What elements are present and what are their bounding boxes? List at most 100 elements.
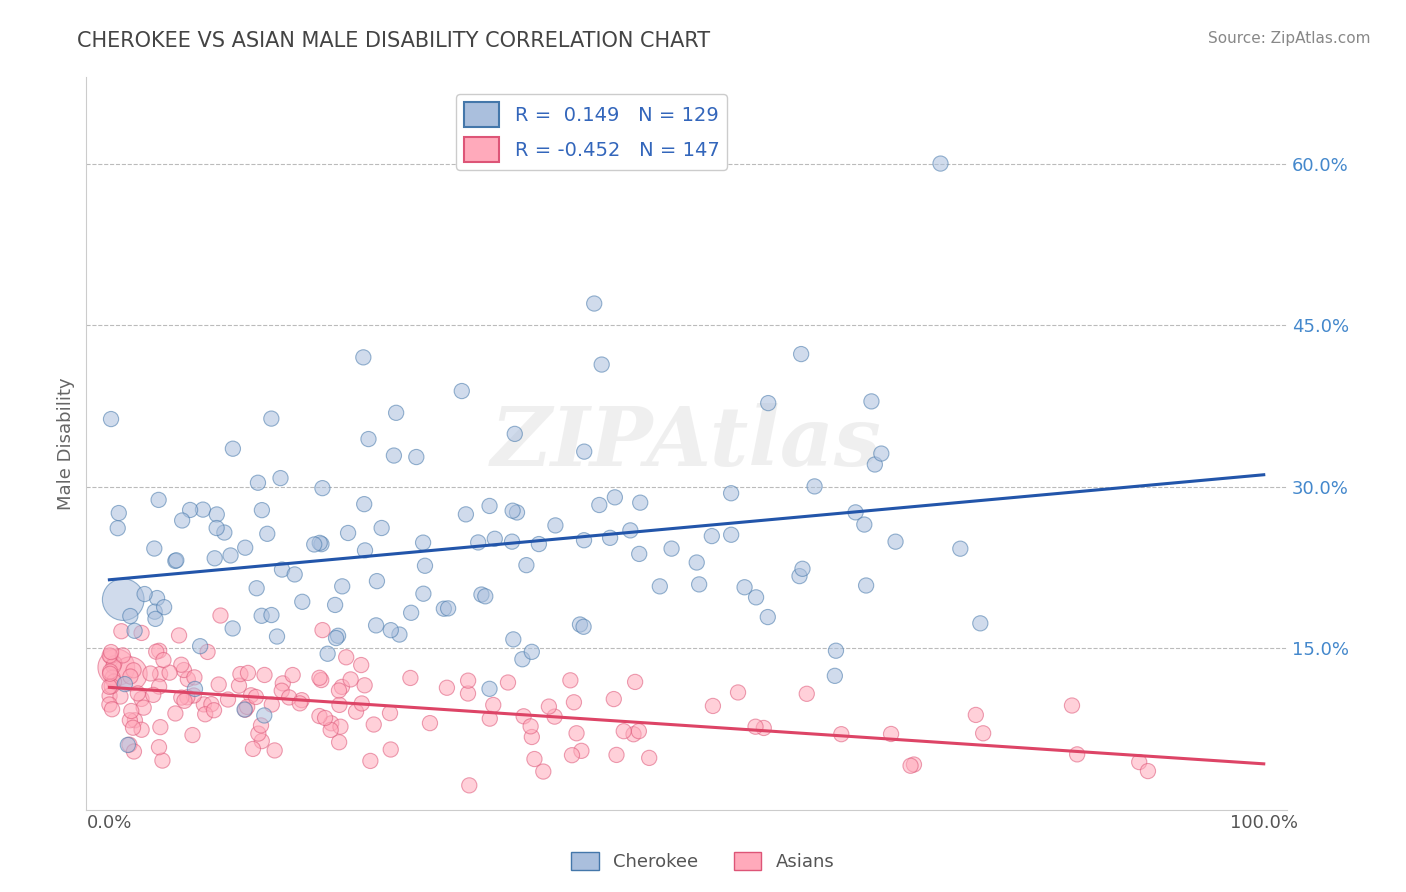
Point bbox=[720, 528, 742, 542]
Point bbox=[561, 748, 583, 763]
Point bbox=[790, 347, 813, 361]
Point bbox=[253, 668, 276, 682]
Point bbox=[323, 598, 346, 612]
Point bbox=[1128, 755, 1150, 769]
Point bbox=[165, 553, 187, 567]
Point bbox=[588, 498, 610, 512]
Point bbox=[193, 698, 215, 712]
Point bbox=[335, 650, 357, 665]
Point bbox=[560, 673, 582, 688]
Point bbox=[181, 728, 204, 742]
Point bbox=[236, 665, 259, 680]
Point bbox=[329, 720, 352, 734]
Point bbox=[107, 521, 129, 535]
Point bbox=[288, 697, 311, 711]
Point bbox=[120, 669, 142, 683]
Point bbox=[519, 719, 541, 733]
Point bbox=[191, 502, 214, 516]
Point bbox=[830, 727, 852, 741]
Point bbox=[1136, 764, 1159, 778]
Point bbox=[350, 697, 373, 711]
Point bbox=[457, 673, 479, 688]
Point bbox=[311, 537, 333, 551]
Point bbox=[233, 703, 256, 717]
Point bbox=[506, 506, 529, 520]
Point bbox=[256, 526, 278, 541]
Point bbox=[250, 608, 273, 623]
Point bbox=[603, 692, 626, 706]
Point bbox=[142, 688, 165, 702]
Point bbox=[949, 541, 972, 556]
Point bbox=[270, 471, 292, 485]
Point bbox=[470, 588, 492, 602]
Point bbox=[412, 535, 434, 549]
Point bbox=[350, 658, 373, 673]
Point bbox=[572, 620, 595, 634]
Point bbox=[214, 525, 236, 540]
Point bbox=[478, 712, 501, 726]
Point bbox=[454, 508, 477, 522]
Point bbox=[266, 630, 288, 644]
Point bbox=[101, 671, 124, 685]
Y-axis label: Male Disability: Male Disability bbox=[58, 377, 75, 510]
Point bbox=[146, 591, 169, 605]
Point bbox=[702, 698, 724, 713]
Point bbox=[385, 406, 408, 420]
Point bbox=[260, 411, 283, 425]
Point bbox=[145, 645, 167, 659]
Point bbox=[143, 605, 166, 619]
Point bbox=[569, 617, 592, 632]
Point bbox=[531, 764, 554, 779]
Point bbox=[433, 601, 456, 615]
Point bbox=[149, 720, 172, 734]
Point bbox=[457, 686, 479, 700]
Point bbox=[627, 724, 650, 739]
Point bbox=[228, 679, 250, 693]
Point bbox=[503, 426, 526, 441]
Point bbox=[628, 547, 651, 561]
Point bbox=[330, 680, 353, 694]
Point bbox=[236, 699, 259, 714]
Point bbox=[103, 657, 125, 671]
Point bbox=[308, 709, 330, 723]
Point bbox=[246, 475, 269, 490]
Point bbox=[339, 673, 361, 687]
Point bbox=[118, 713, 141, 727]
Point bbox=[131, 626, 153, 640]
Point bbox=[357, 432, 380, 446]
Point bbox=[98, 689, 121, 703]
Point bbox=[756, 610, 779, 624]
Point bbox=[250, 503, 273, 517]
Text: Source: ZipAtlas.com: Source: ZipAtlas.com bbox=[1208, 31, 1371, 46]
Point bbox=[458, 778, 481, 792]
Point bbox=[263, 743, 285, 757]
Point bbox=[574, 444, 596, 458]
Point bbox=[197, 645, 219, 659]
Point bbox=[98, 665, 121, 679]
Point bbox=[603, 491, 626, 505]
Point bbox=[107, 506, 129, 520]
Point bbox=[170, 690, 193, 705]
Point bbox=[796, 687, 818, 701]
Point bbox=[870, 446, 893, 460]
Point bbox=[437, 601, 460, 615]
Point bbox=[100, 679, 122, 693]
Point bbox=[311, 481, 333, 495]
Point bbox=[880, 727, 903, 741]
Point bbox=[222, 442, 245, 456]
Point bbox=[520, 645, 543, 659]
Point bbox=[100, 649, 122, 664]
Point bbox=[314, 711, 336, 725]
Point bbox=[122, 663, 145, 677]
Point bbox=[884, 534, 907, 549]
Point bbox=[366, 574, 388, 588]
Point bbox=[565, 726, 588, 740]
Point bbox=[271, 676, 294, 690]
Point bbox=[789, 569, 811, 583]
Point bbox=[792, 562, 814, 576]
Point bbox=[100, 412, 122, 426]
Point bbox=[613, 724, 636, 739]
Point bbox=[860, 394, 883, 409]
Point bbox=[173, 694, 195, 708]
Point bbox=[233, 702, 256, 716]
